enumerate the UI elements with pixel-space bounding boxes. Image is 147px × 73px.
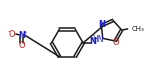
Text: N: N: [98, 20, 105, 29]
Text: +: +: [22, 30, 27, 35]
Text: O: O: [113, 38, 120, 47]
Text: -: -: [8, 29, 10, 35]
Text: N: N: [18, 31, 25, 39]
Text: HN: HN: [92, 35, 103, 44]
Text: O: O: [9, 29, 15, 39]
Text: N: N: [90, 37, 96, 46]
Text: O: O: [19, 41, 25, 50]
Text: CH₃: CH₃: [132, 26, 144, 32]
